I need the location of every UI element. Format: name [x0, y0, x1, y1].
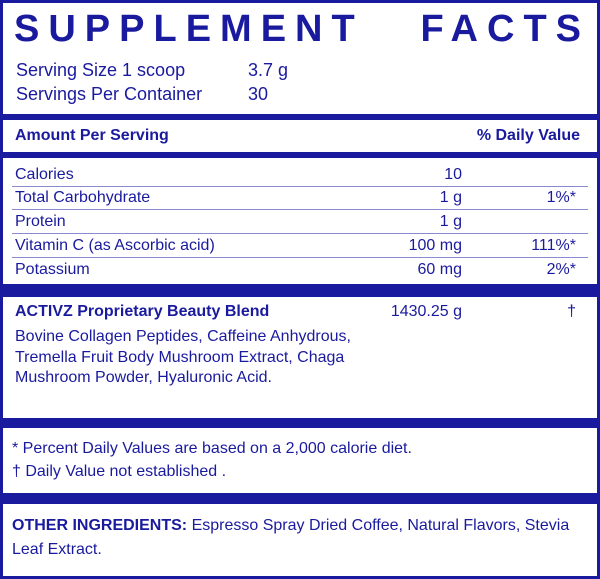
nutrient-name: Protein	[15, 213, 66, 230]
nutrient-row: Protein 1 g	[12, 210, 588, 234]
nutrient-row: Calories 10	[12, 163, 588, 187]
nutrient-row: Total Carbohydrate 1 g 1%*	[12, 186, 588, 210]
footnote-percent: * Percent Daily Values are based on a 2,…	[12, 440, 412, 457]
nutrient-name: Potassium	[15, 261, 90, 278]
nutrient-dv: 111%*	[531, 237, 576, 254]
nutrient-amount: 100 mg	[408, 237, 462, 254]
serving-size-label: Serving Size 1 scoop	[16, 60, 186, 80]
nutrient-name: Calories	[15, 166, 74, 183]
daily-value-header: % Daily Value	[476, 127, 580, 144]
blend-name: ACTIVZ Proprietary Beauty Blend	[15, 303, 270, 320]
title-word-supplement: SUPPLEMENT	[14, 8, 364, 50]
nutrient-name: Total Carbohydrate	[15, 189, 151, 206]
other-ingredients-text: Espresso Spray Dried Coffee, Natural Fla…	[12, 517, 570, 558]
serving-size-value: 3.7 g	[248, 60, 289, 80]
nutrient-amount: 1 g	[439, 213, 462, 230]
nutrient-amount: 10	[444, 166, 462, 183]
serving-size: Serving Size 1 scoop 3.7 g	[16, 58, 288, 82]
servings-per-container: Servings Per Container 30	[16, 82, 268, 106]
nutrient-dv: 2%*	[546, 261, 576, 278]
other-ingredients: OTHER INGREDIENTS: Espresso Spray Dried …	[12, 514, 572, 562]
nutrient-dv: 1%*	[546, 189, 576, 206]
amount-per-serving-header: Amount Per Serving	[15, 127, 169, 144]
footnote-dagger: † Daily Value not established .	[12, 463, 227, 480]
divider	[0, 493, 600, 504]
title-word-facts: FACTS	[420, 8, 590, 50]
blend-ingredients: Bovine Collagen Peptides, Caffeine Anhyd…	[15, 328, 351, 386]
label-title: SUPPLEMENT FACTS	[14, 6, 590, 52]
nutrient-amount: 1 g	[439, 189, 462, 206]
blend-amount: 1430.25 g	[390, 303, 462, 320]
divider	[0, 418, 600, 428]
divider	[0, 284, 600, 297]
other-ingredients-label: OTHER INGREDIENTS:	[12, 517, 188, 534]
nutrient-name: Vitamin C (as Ascorbic acid)	[15, 237, 215, 254]
divider	[0, 114, 600, 120]
nutrient-amount: 60 mg	[417, 261, 462, 278]
divider	[0, 152, 600, 158]
servings-per-container-label: Servings Per Container	[16, 84, 203, 104]
nutrient-row: Potassium 60 mg 2%*	[12, 258, 588, 281]
servings-per-container-value: 30	[248, 84, 269, 104]
nutrient-row: Vitamin C (as Ascorbic acid) 100 mg 111%…	[12, 234, 588, 258]
blend-dv: †	[567, 303, 576, 320]
